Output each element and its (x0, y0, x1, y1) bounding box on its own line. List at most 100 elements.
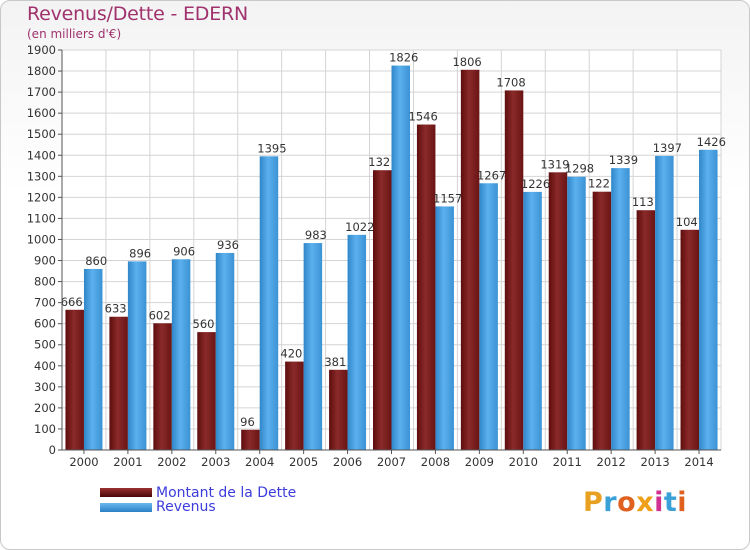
value-label-dette: 560 (193, 317, 215, 331)
legend-label-revenus: Revenus (156, 499, 216, 515)
logo-letter: o (617, 487, 637, 518)
y-tick-label: 600 (34, 317, 56, 331)
legend-label-debt: Montant de la Dette (156, 485, 297, 501)
y-tick-label: 800 (34, 275, 56, 289)
value-label-revenus: 1339 (609, 153, 638, 167)
value-label-dette: 602 (149, 308, 171, 322)
bar-dette-2003 (197, 332, 216, 450)
bar-dette-2014 (680, 229, 700, 450)
x-tick-label: 2001 (113, 455, 142, 469)
x-tick-label: 2000 (69, 455, 98, 469)
bar-revenus-2011 (567, 176, 586, 450)
x-tick-label: 2012 (597, 455, 626, 469)
bar-dette-2008 (416, 124, 436, 451)
value-label-dette: 1708 (496, 75, 525, 89)
bar-dette-2000 (65, 309, 84, 450)
x-tick-label: 2011 (553, 455, 582, 469)
bar-dette-2009 (460, 69, 480, 450)
y-tick-label: 1900 (27, 43, 56, 57)
value-label-revenus: 1826 (389, 51, 418, 65)
value-label-dette: 666 (61, 295, 83, 309)
bar-revenus-2009 (479, 183, 498, 450)
value-label-revenus: 983 (305, 228, 327, 242)
value-label-dette: 132 (368, 155, 390, 169)
chart-subtitle: (en milliers d'€) (27, 27, 122, 41)
bar-dette-2006 (329, 369, 348, 450)
bar-dette-2007 (373, 170, 392, 451)
chart-title: Revenus/Dette - EDERN (27, 3, 249, 25)
value-label-dette: 1546 (409, 110, 438, 124)
value-label-dette: 96 (240, 415, 255, 429)
x-tick-label: 2002 (157, 455, 186, 469)
y-tick-label: 1100 (27, 211, 56, 225)
x-tick-label: 2006 (333, 455, 362, 469)
y-tick-label: 1400 (27, 148, 56, 162)
value-label-revenus: 1022 (345, 220, 374, 234)
logo-letter: x (636, 487, 655, 518)
value-label-revenus: 1267 (477, 168, 506, 182)
bar-revenus-2001 (127, 261, 147, 450)
proxiti-logo: Proxiti (583, 487, 687, 518)
value-label-revenus: 896 (129, 246, 151, 260)
y-tick-label: 1600 (27, 106, 56, 120)
bar-revenus-2005 (303, 243, 323, 450)
y-tick-label: 100 (34, 422, 56, 436)
x-tick-label: 2013 (640, 455, 669, 469)
y-tick-label: 0 (49, 443, 56, 457)
y-tick-label: 200 (34, 401, 56, 415)
y-tick-label: 700 (34, 296, 56, 310)
bar-revenus-2013 (655, 155, 674, 451)
y-tick-label: 1300 (27, 169, 56, 183)
y-tick-label: 1000 (27, 232, 56, 246)
y-tick-label: 1700 (27, 85, 56, 99)
x-tick-label: 2014 (684, 455, 713, 469)
logo-letter: P (583, 487, 604, 518)
x-tick-label: 2003 (201, 455, 230, 469)
value-label-revenus: 1157 (433, 191, 462, 205)
bar-revenus-2003 (215, 252, 235, 450)
value-label-revenus: 936 (217, 238, 239, 252)
bar-revenus-2002 (171, 259, 191, 450)
value-label-revenus: 860 (85, 254, 107, 268)
bar-dette-2005 (285, 361, 304, 450)
x-tick-label: 2010 (509, 455, 538, 469)
bar-dette-2002 (153, 323, 172, 450)
x-tick-label: 2007 (377, 455, 406, 469)
x-tick-label: 2008 (421, 455, 450, 469)
bar-dette-2011 (548, 172, 568, 450)
bar-revenus-2012 (611, 168, 630, 450)
value-label-dette: 1806 (452, 55, 481, 69)
value-label-dette: 381 (324, 355, 346, 369)
bar-dette-2010 (504, 90, 524, 450)
value-label-revenus: 1426 (697, 135, 726, 149)
y-tick-label: 500 (34, 338, 56, 352)
value-label-revenus: 1298 (565, 162, 594, 176)
legend-swatch-debt (100, 488, 152, 497)
logo-letter: i (654, 487, 664, 518)
bar-revenus-2008 (435, 206, 454, 450)
bar-dette-2012 (592, 191, 612, 450)
value-label-revenus: 1395 (257, 141, 286, 155)
bar-revenus-2006 (347, 234, 367, 450)
bar-revenus-2007 (391, 65, 410, 450)
value-label-dette: 420 (280, 347, 302, 361)
y-tick-label: 1200 (27, 190, 56, 204)
logo-letter: r (603, 487, 618, 518)
value-label-dette: 113 (632, 195, 654, 209)
logo-letter: t (663, 487, 678, 518)
y-tick-label: 900 (34, 254, 56, 268)
bar-revenus-2010 (523, 191, 542, 451)
y-tick-label: 1500 (27, 127, 56, 141)
y-tick-label: 1800 (27, 64, 56, 78)
value-label-revenus: 1226 (521, 177, 550, 191)
bar-revenus-2000 (83, 268, 103, 450)
value-label-dette: 104 (676, 215, 698, 229)
bar-dette-2004 (241, 429, 260, 450)
x-tick-label: 2009 (465, 455, 494, 469)
bar-revenus-2014 (699, 149, 718, 450)
legend-swatch-revenus (100, 503, 152, 512)
y-tick-label: 400 (34, 359, 56, 373)
x-tick-label: 2005 (289, 455, 318, 469)
x-tick-label: 2004 (245, 455, 274, 469)
